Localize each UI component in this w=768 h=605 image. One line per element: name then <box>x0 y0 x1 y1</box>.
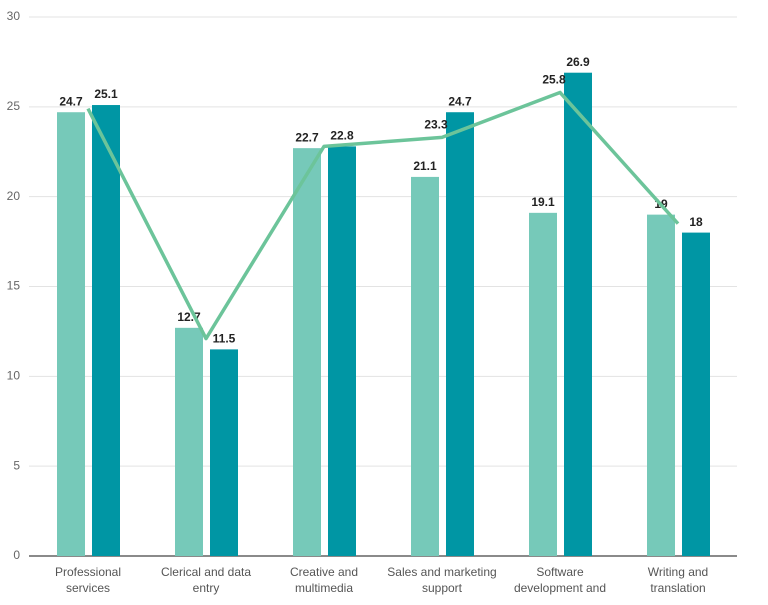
data-label: 22.8 <box>330 129 354 143</box>
data-label: 19.1 <box>531 195 555 209</box>
y-tick-label: 0 <box>13 548 20 562</box>
data-label: 24.7 <box>448 94 472 108</box>
bar <box>328 146 356 557</box>
line-label: 25.8 <box>542 73 566 87</box>
data-label: 25.1 <box>94 87 118 101</box>
data-label: 18 <box>689 215 703 229</box>
bar <box>682 232 710 556</box>
bar <box>293 148 321 556</box>
y-tick-label: 10 <box>7 369 21 383</box>
y-tick-label: 15 <box>7 279 21 293</box>
x-tick-label: Clerical and data entry <box>160 565 252 595</box>
data-label: 22.7 <box>295 130 319 144</box>
x-tick-label: Sales and marketing support <box>387 565 497 595</box>
data-label: 11.5 <box>213 332 236 346</box>
y-tick-label: 25 <box>7 99 21 113</box>
y-tick-label: 5 <box>13 458 20 472</box>
x-tick-label: Creative and multimedia <box>289 565 359 595</box>
bar <box>647 214 675 556</box>
y-tick-label: 20 <box>7 189 21 203</box>
bar <box>175 327 203 556</box>
bar <box>564 72 592 557</box>
x-tick-label: Writing and translation <box>647 565 709 595</box>
x-tick-label: Software development and <box>513 565 607 595</box>
line-label: 23.3 <box>424 118 448 132</box>
bar <box>529 212 557 556</box>
data-label: 21.1 <box>413 159 437 173</box>
y-tick-label: 30 <box>7 9 21 23</box>
x-tick-label: Professional services <box>54 565 122 595</box>
bar <box>210 349 238 556</box>
line <box>86 90 680 341</box>
bar <box>57 112 85 557</box>
data-label: 26.9 <box>566 55 590 69</box>
bar <box>446 112 474 557</box>
data-label: 24.7 <box>59 94 83 108</box>
bar <box>92 105 120 556</box>
bar <box>411 176 439 557</box>
